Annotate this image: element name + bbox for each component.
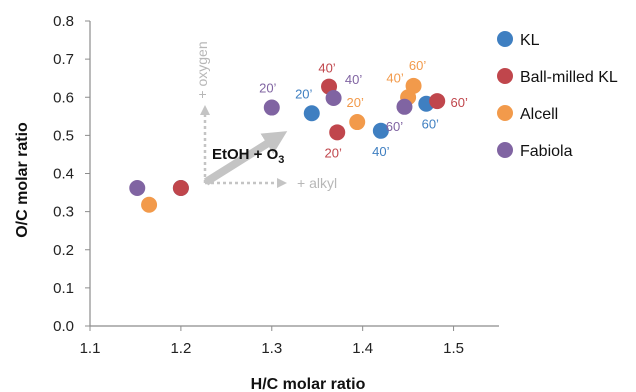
legend-marker (497, 68, 513, 84)
y-tick-label: 0.8 (53, 13, 74, 30)
data-point (349, 114, 366, 131)
y-tick-label: 0.0 (53, 318, 74, 335)
point-label: 60’ (422, 117, 439, 132)
point-label: 20’ (347, 95, 364, 110)
data-point (172, 179, 189, 196)
point-label: 20’ (325, 145, 342, 160)
legend-marker (497, 31, 513, 47)
x-tick-label: 1.5 (443, 340, 464, 357)
y-axis-title: O/C molar ratio (14, 122, 31, 238)
y-tick-label: 0.5 (53, 127, 74, 144)
data-points (129, 77, 446, 213)
data-point (263, 99, 280, 116)
point-labels: 20’ 40’ 60’ 20’ 40’ 60’ 20’ 40’ 60’ 20’ 40’ 60’ (259, 58, 468, 161)
annotations: + oxygen + alkyl EtOH + O3 (194, 41, 337, 191)
reaction-label: EtOH + O3 (212, 146, 284, 166)
point-label: 60’ (409, 58, 426, 73)
point-label: 40’ (386, 70, 403, 85)
legend-marker (497, 105, 513, 121)
legend-label: Ball-milled KL (520, 69, 618, 86)
axes (85, 20, 499, 331)
legend: KL Ball-milled KL Alcell Fabiola (497, 31, 618, 160)
point-label: 40’ (318, 61, 335, 76)
alkyl-label: + alkyl (297, 175, 337, 191)
main-arrow (203, 131, 288, 186)
point-label: 40’ (372, 144, 389, 159)
y-tick-label: 0.4 (53, 166, 74, 183)
point-label: 60’ (386, 119, 403, 134)
reaction-label-subscript: 3 (278, 154, 284, 166)
point-label: 40’ (345, 72, 362, 87)
data-point (405, 77, 422, 94)
y-tick-label: 0.1 (53, 280, 74, 297)
legend-marker (497, 142, 513, 158)
oxygen-label: + oxygen (194, 41, 210, 98)
y-tick-label: 0.3 (53, 204, 74, 221)
data-point (396, 98, 413, 115)
tick-labels: 1.1 1.2 1.3 1.4 1.5 0.0 0.1 0.2 0.3 0.4 0.5 0.6 0.7 0… (53, 13, 464, 357)
point-label: 20’ (295, 86, 312, 101)
point-label: 60’ (451, 95, 468, 110)
x-axis-title: H/C molar ratio (251, 376, 366, 392)
data-point (329, 124, 346, 141)
reaction-label-main: EtOH + O (212, 146, 279, 163)
data-point (141, 196, 158, 213)
x-tick-label: 1.3 (261, 340, 282, 357)
data-point (303, 105, 320, 122)
data-point (129, 179, 146, 196)
x-tick-label: 1.1 (80, 340, 101, 357)
y-tick-label: 0.7 (53, 51, 74, 68)
x-tick-label: 1.4 (352, 340, 373, 357)
y-tick-label: 0.2 (53, 242, 74, 259)
legend-label: Fabiola (520, 143, 573, 160)
data-point (429, 93, 446, 110)
data-point (325, 90, 342, 107)
legend-label: KL (520, 32, 540, 49)
legend-label: Alcell (520, 106, 558, 123)
point-label: 20’ (259, 81, 276, 96)
data-point (372, 122, 389, 139)
x-tick-label: 1.2 (170, 340, 191, 357)
y-tick-label: 0.6 (53, 89, 74, 106)
